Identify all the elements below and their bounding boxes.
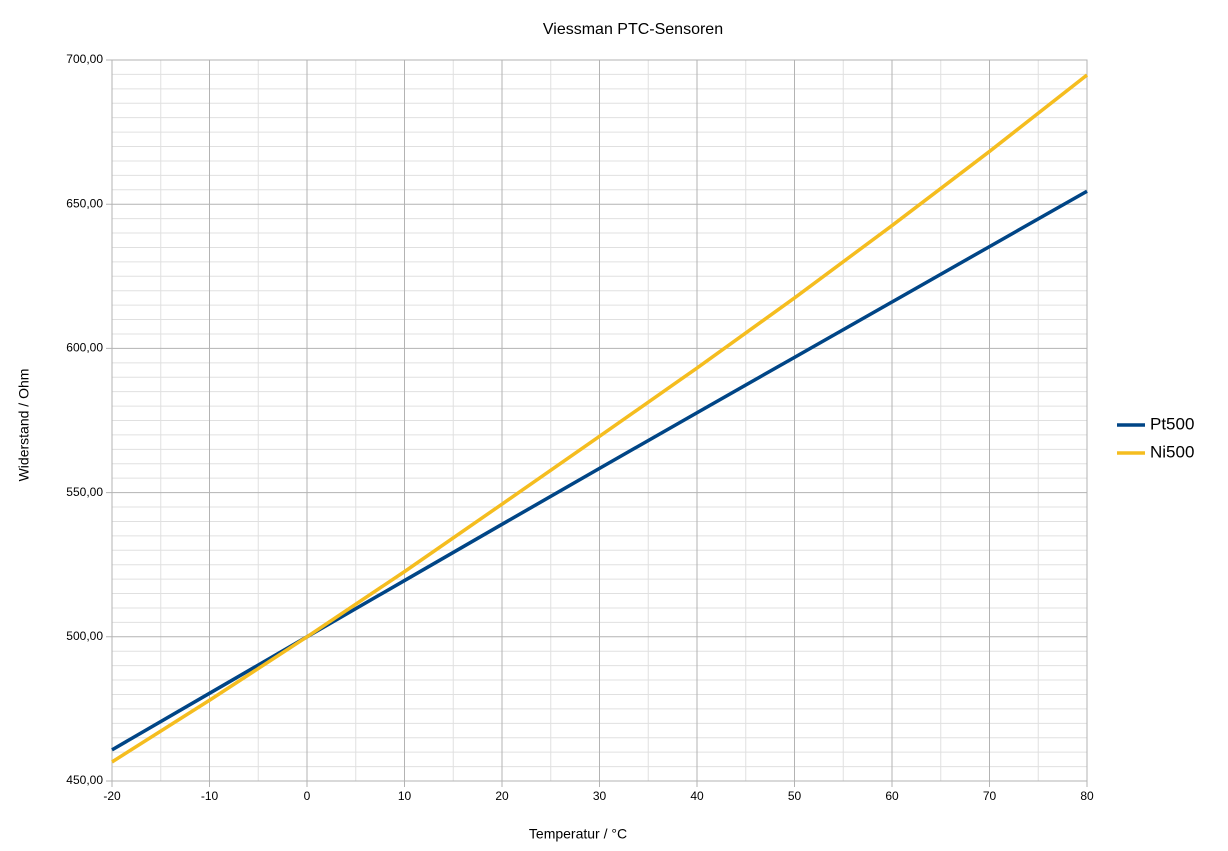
plot-border bbox=[111, 59, 1088, 782]
x-tick-label: 30 bbox=[593, 789, 607, 803]
legend-label: Pt500 bbox=[1150, 414, 1194, 433]
x-tick-label: 10 bbox=[398, 789, 412, 803]
legend-label: Ni500 bbox=[1150, 442, 1194, 461]
y-tick-label: 600,00 bbox=[66, 341, 103, 355]
x-tick-label: 50 bbox=[788, 789, 802, 803]
x-tick-label: -20 bbox=[103, 789, 121, 803]
chart-title: Viessman PTC-Sensoren bbox=[543, 21, 723, 38]
y-tick-label: 450,00 bbox=[66, 773, 103, 787]
x-tick-label: 20 bbox=[495, 789, 509, 803]
x-tick-label: 70 bbox=[983, 789, 997, 803]
x-tick-label: 80 bbox=[1080, 789, 1094, 803]
y-axis-title: Widerstand / Ohm bbox=[16, 369, 32, 482]
x-tick-label: 0 bbox=[304, 789, 311, 803]
x-tick-label: 40 bbox=[690, 789, 704, 803]
y-tick-label: 700,00 bbox=[66, 52, 103, 66]
series-line bbox=[111, 73, 1089, 764]
x-tick-label: 60 bbox=[885, 789, 899, 803]
y-tick-label: 650,00 bbox=[66, 196, 103, 210]
x-axis-title: Temperatur / °C bbox=[529, 826, 627, 842]
y-tick-label: 500,00 bbox=[66, 629, 103, 643]
x-tick-label: -10 bbox=[201, 789, 219, 803]
series-line bbox=[111, 189, 1088, 752]
y-tick-label: 550,00 bbox=[66, 485, 103, 499]
